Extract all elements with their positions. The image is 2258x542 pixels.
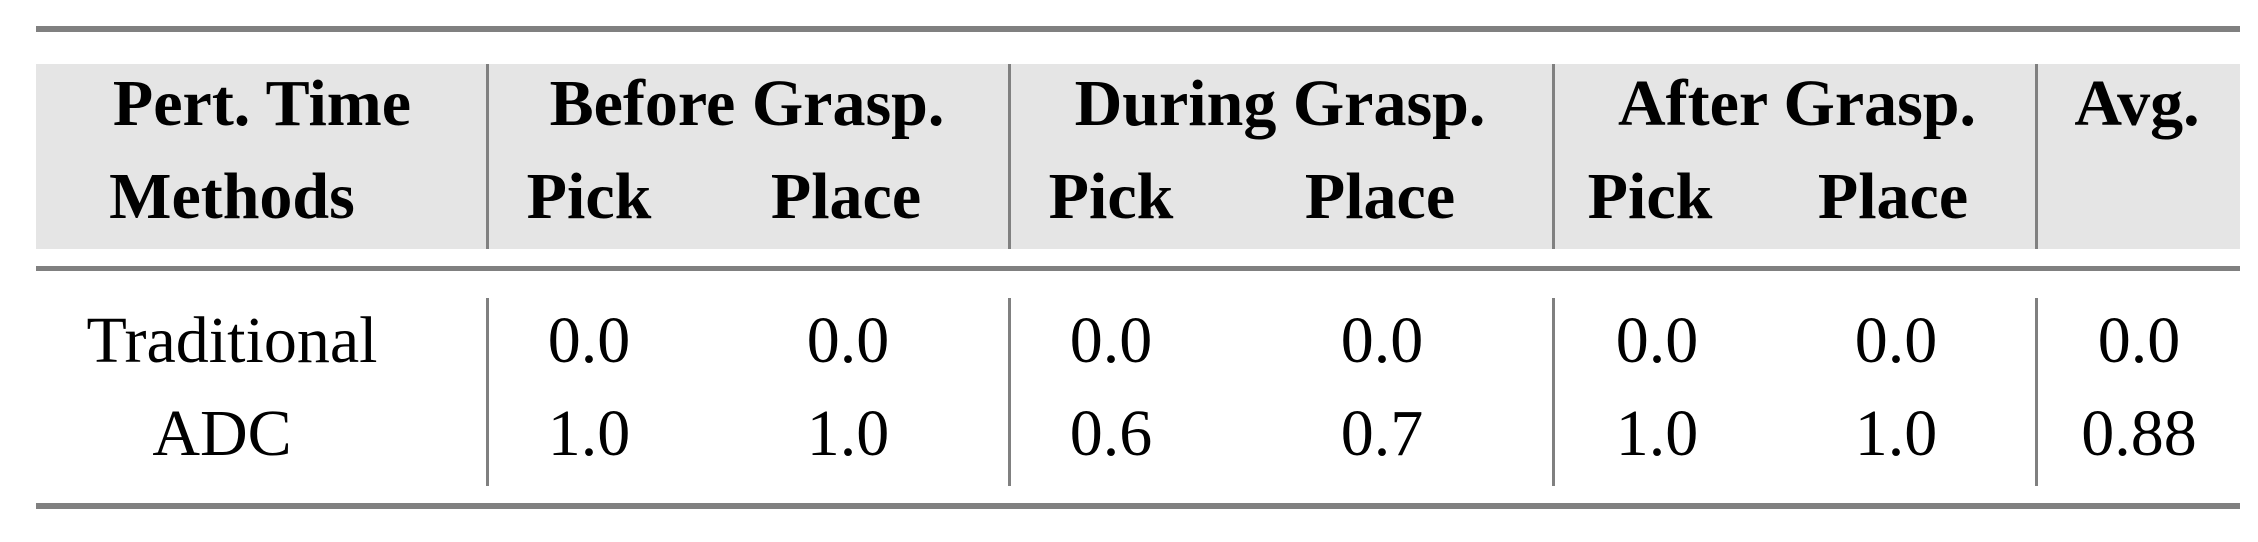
column-divider bbox=[1552, 298, 1555, 486]
header-before-grasp: Before Grasp. bbox=[549, 67, 945, 140]
value-cell: 1.0 bbox=[1615, 397, 1699, 470]
value-cell: 0.0 bbox=[1340, 304, 1424, 377]
column-divider bbox=[1008, 64, 1011, 249]
header-place: Place bbox=[770, 160, 922, 233]
header-pick: Pick bbox=[1587, 160, 1713, 233]
value-cell: 0.0 bbox=[1854, 304, 1938, 377]
value-cell: 0.88 bbox=[2081, 397, 2197, 470]
mid-rule bbox=[36, 266, 2240, 271]
column-divider bbox=[1552, 64, 1555, 249]
value-cell: 0.0 bbox=[806, 304, 890, 377]
value-cell: 1.0 bbox=[806, 397, 890, 470]
value-cell: 0.7 bbox=[1340, 397, 1424, 470]
value-cell: 0.0 bbox=[1615, 304, 1699, 377]
method-name: ADC bbox=[152, 397, 292, 470]
header-pert-time: Pert. Time bbox=[112, 67, 412, 140]
value-cell: 0.0 bbox=[547, 304, 631, 377]
value-cell: 0.6 bbox=[1069, 397, 1153, 470]
header-place: Place bbox=[1304, 160, 1456, 233]
method-name: Traditional bbox=[86, 304, 378, 377]
header-after-grasp: After Grasp. bbox=[1617, 67, 1977, 140]
header-pick: Pick bbox=[1048, 160, 1174, 233]
column-divider bbox=[486, 298, 489, 486]
header-methods: Methods bbox=[109, 160, 355, 233]
header-avg: Avg. bbox=[2074, 67, 2200, 140]
column-divider bbox=[2035, 64, 2038, 249]
column-divider bbox=[1008, 298, 1011, 486]
header-background bbox=[36, 64, 2240, 249]
column-divider bbox=[486, 64, 489, 249]
header-place: Place bbox=[1817, 160, 1969, 233]
value-cell: 0.0 bbox=[2097, 304, 2181, 377]
value-cell: 1.0 bbox=[547, 397, 631, 470]
value-cell: 1.0 bbox=[1854, 397, 1938, 470]
header-during-grasp: During Grasp. bbox=[1074, 67, 1486, 140]
header-pick: Pick bbox=[526, 160, 652, 233]
top-rule bbox=[36, 26, 2240, 32]
value-cell: 0.0 bbox=[1069, 304, 1153, 377]
column-divider bbox=[2035, 298, 2038, 486]
bottom-rule bbox=[36, 503, 2240, 509]
